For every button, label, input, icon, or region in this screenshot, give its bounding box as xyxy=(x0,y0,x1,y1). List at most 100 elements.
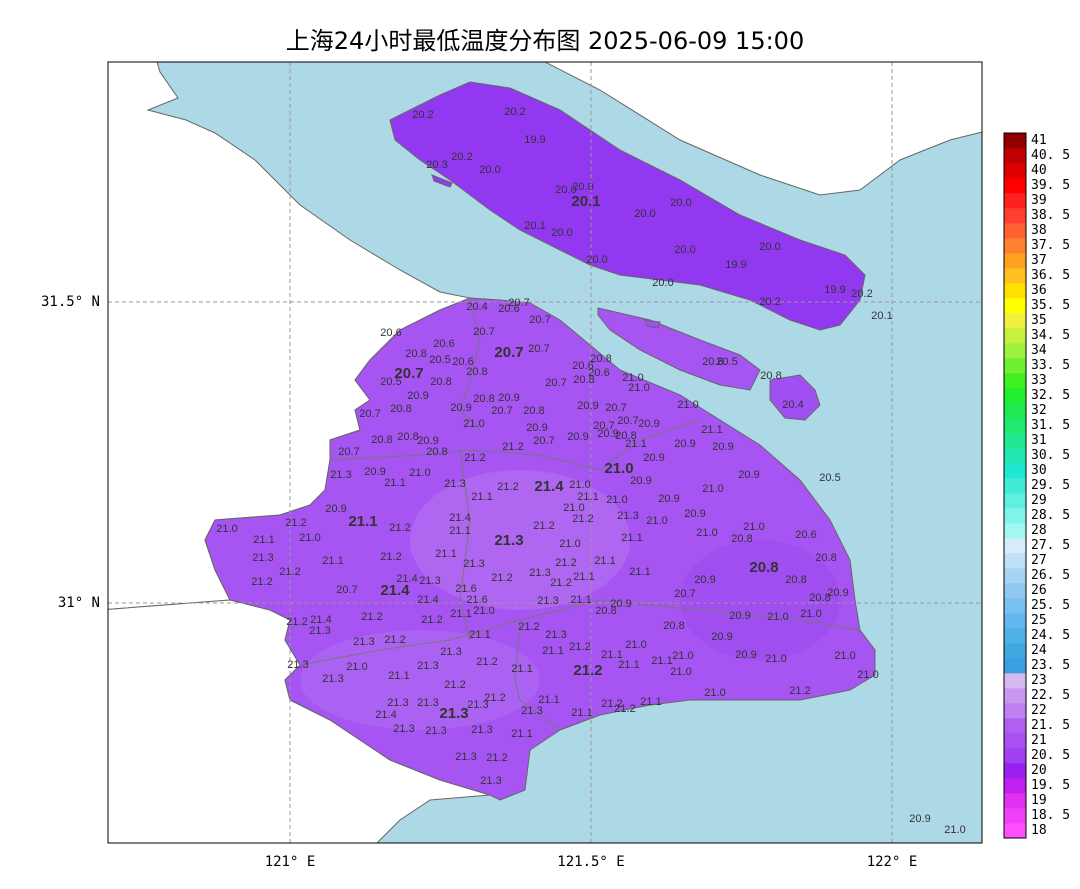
colorbar-cell xyxy=(1004,613,1026,629)
colorbar-tick-label: 23 xyxy=(1031,673,1047,688)
station-label: 21.0 xyxy=(672,650,693,662)
colorbar-cell xyxy=(1004,628,1026,644)
colorbar-cell xyxy=(1004,583,1026,599)
colorbar-tick-label: 36 xyxy=(1031,283,1047,298)
station-label: 20.0 xyxy=(479,164,500,176)
station-label: 20.3 xyxy=(426,159,447,171)
station-label: 21.3 xyxy=(322,673,343,685)
station-label: 21.4 xyxy=(449,512,470,524)
colorbar-tick-label: 21 xyxy=(1031,733,1047,748)
station-label: 21.3 xyxy=(537,595,558,607)
shade xyxy=(410,470,630,610)
station-label: 20.0 xyxy=(555,184,576,196)
station-label: 20.9 xyxy=(364,466,385,478)
station-label: 20.0 xyxy=(759,241,780,253)
station-label: 21.1 xyxy=(701,424,722,436)
station-label: 20.9 xyxy=(643,452,664,464)
colorbar-tick-label: 25. 5 xyxy=(1031,598,1070,613)
station-label: 21.1 xyxy=(601,649,622,661)
colorbar-tick-label: 29. 5 xyxy=(1031,478,1070,493)
district-border xyxy=(299,599,861,666)
station-label: 21.3 xyxy=(545,629,566,641)
station-label: 20.0 xyxy=(634,208,655,220)
colorbar-tick-label: 27 xyxy=(1031,553,1047,568)
station-label: 21.1 xyxy=(253,534,274,546)
station-label: 21.1 xyxy=(542,645,563,657)
station-label: 20.7 xyxy=(529,314,550,326)
station-label: 21.2 xyxy=(533,520,554,532)
station-label: 20.9 xyxy=(597,428,618,440)
colorbar-cell xyxy=(1004,163,1026,179)
colorbar-cell xyxy=(1004,748,1026,764)
station-label: 21.0 xyxy=(704,687,725,699)
colorbar-tick-label: 41 xyxy=(1031,133,1047,148)
colorbar-tick-label: 39 xyxy=(1031,193,1047,208)
station-label: 20.9 xyxy=(526,422,547,434)
colorbar-tick-label: 26 xyxy=(1031,583,1047,598)
station-label: 21.3 xyxy=(309,625,330,637)
station-label: 20.8 xyxy=(663,620,684,632)
station-label: 20.5 xyxy=(819,472,840,484)
station-label: 20.6 xyxy=(588,367,609,379)
station-label: 20.7 xyxy=(336,584,357,596)
district-label: 21.4 xyxy=(534,478,564,495)
station-label: 20.1 xyxy=(524,220,545,232)
station-label: 21.0 xyxy=(696,527,717,539)
station-label: 20.6 xyxy=(452,356,473,368)
station-label: 21.1 xyxy=(538,694,559,706)
station-label: 20.5 xyxy=(380,376,401,388)
district-label: 21.1 xyxy=(348,513,377,530)
station-label: 21.3 xyxy=(521,705,542,717)
station-label: 20.0 xyxy=(670,197,691,209)
district-border xyxy=(459,297,481,431)
islet xyxy=(644,319,661,329)
station-label: 21.4 xyxy=(417,594,438,606)
station-label: 20.8 xyxy=(371,434,392,446)
colorbar-cell xyxy=(1004,373,1026,389)
colorbar-tick-label: 31. 5 xyxy=(1031,418,1070,433)
district-label: 20.7 xyxy=(394,365,423,382)
station-label: 21.0 xyxy=(622,372,643,384)
station-label: 21.4 xyxy=(396,573,417,585)
colorbar-cell xyxy=(1004,718,1026,734)
lon-label: 121.5° E xyxy=(557,854,624,870)
colorbar-tick-label: 30. 5 xyxy=(1031,448,1070,463)
colorbar-tick-label: 31 xyxy=(1031,433,1047,448)
colorbar-cell xyxy=(1004,358,1026,374)
colorbar-tick-label: 36. 5 xyxy=(1031,268,1070,283)
colorbar-tick-label: 40. 5 xyxy=(1031,148,1070,163)
station-label: 21.0 xyxy=(800,608,821,620)
station-label: 20.8 xyxy=(595,605,616,617)
station-label: 21.2 xyxy=(286,616,307,628)
station-label: 21.1 xyxy=(618,659,639,671)
station-label: 21.1 xyxy=(469,629,490,641)
station-label: 20.0 xyxy=(572,181,593,193)
station-label: 21.3 xyxy=(444,478,465,490)
graticule xyxy=(108,62,982,843)
station-label: 20.4 xyxy=(782,399,803,411)
colorbar-cell xyxy=(1004,298,1026,314)
station-label: 20.7 xyxy=(491,405,512,417)
station-label: 20.9 xyxy=(711,631,732,643)
colorbar-cell xyxy=(1004,568,1026,584)
station-label: 21.0 xyxy=(299,532,320,544)
station-label: 21.0 xyxy=(625,639,646,651)
colorbar-cell xyxy=(1004,403,1026,419)
station-label: 20.8 xyxy=(815,552,836,564)
station-label: 21.1 xyxy=(471,491,492,503)
station-label: 21.3 xyxy=(353,636,374,648)
station-label: 21.0 xyxy=(765,653,786,665)
colorbar-tick-label: 37. 5 xyxy=(1031,238,1070,253)
station-label: 20.7 xyxy=(338,446,359,458)
colorbar-tick-label: 19. 5 xyxy=(1031,778,1070,793)
station-label: 20.7 xyxy=(533,435,554,447)
station-label: 21.2 xyxy=(389,522,410,534)
station-label: 20.6 xyxy=(380,327,401,339)
station-label: 20.8 xyxy=(523,405,544,417)
station-label: 21.0 xyxy=(563,502,584,514)
colorbar-tick-label: 40 xyxy=(1031,163,1047,178)
colorbar-cell xyxy=(1004,733,1026,749)
map-title: 上海24小时最低温度分布图 2025-06-09 15:00 xyxy=(286,27,804,55)
lat-label: 31.5° N xyxy=(41,294,100,310)
